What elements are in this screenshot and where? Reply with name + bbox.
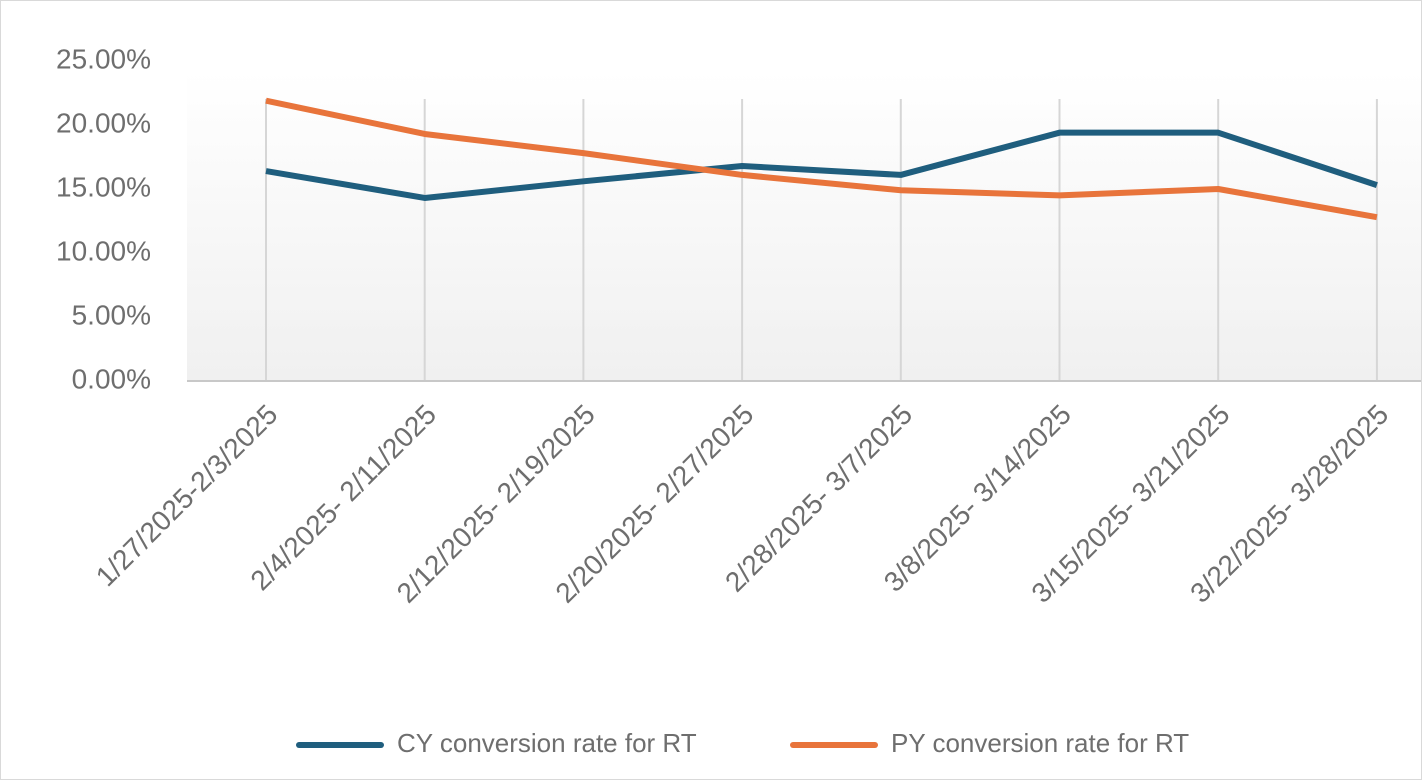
y-tick-label: 15.00% <box>56 171 151 202</box>
data-point <box>263 98 269 104</box>
data-point <box>1215 130 1221 136</box>
data-point <box>1215 186 1221 192</box>
data-point <box>422 195 428 201</box>
data-point <box>898 187 904 193</box>
data-point <box>1374 182 1380 188</box>
data-point <box>1057 192 1063 198</box>
y-tick-label: 20.00% <box>56 107 151 138</box>
data-point <box>422 131 428 137</box>
gridlines <box>265 99 1378 381</box>
data-point <box>580 178 586 184</box>
data-point <box>898 172 904 178</box>
y-tick-label: 10.00% <box>56 235 151 266</box>
data-point <box>580 150 586 156</box>
data-point <box>263 168 269 174</box>
data-point <box>1057 130 1063 136</box>
data-point <box>739 172 745 178</box>
legend: CY conversion rate for RT PY conversion r… <box>296 728 1189 758</box>
legend-label: PY conversion rate for RT <box>891 728 1189 758</box>
data-point <box>739 163 745 169</box>
series-line-cy <box>265 129 1378 201</box>
data-point <box>1374 214 1380 220</box>
series-line-py <box>265 97 1378 221</box>
y-tick-label: 5.00% <box>72 299 151 330</box>
series-lines <box>263 97 1380 221</box>
y-tick-label: 25.00% <box>56 43 151 74</box>
y-tick-label: 0.00% <box>72 363 151 394</box>
y-axis-tick-labels: 0.00% 5.00% 10.00% 15.00% 20.00% 25.00% <box>56 43 151 394</box>
plot-area-background <box>187 71 1421 381</box>
legend-label: CY conversion rate for RT <box>397 728 697 758</box>
